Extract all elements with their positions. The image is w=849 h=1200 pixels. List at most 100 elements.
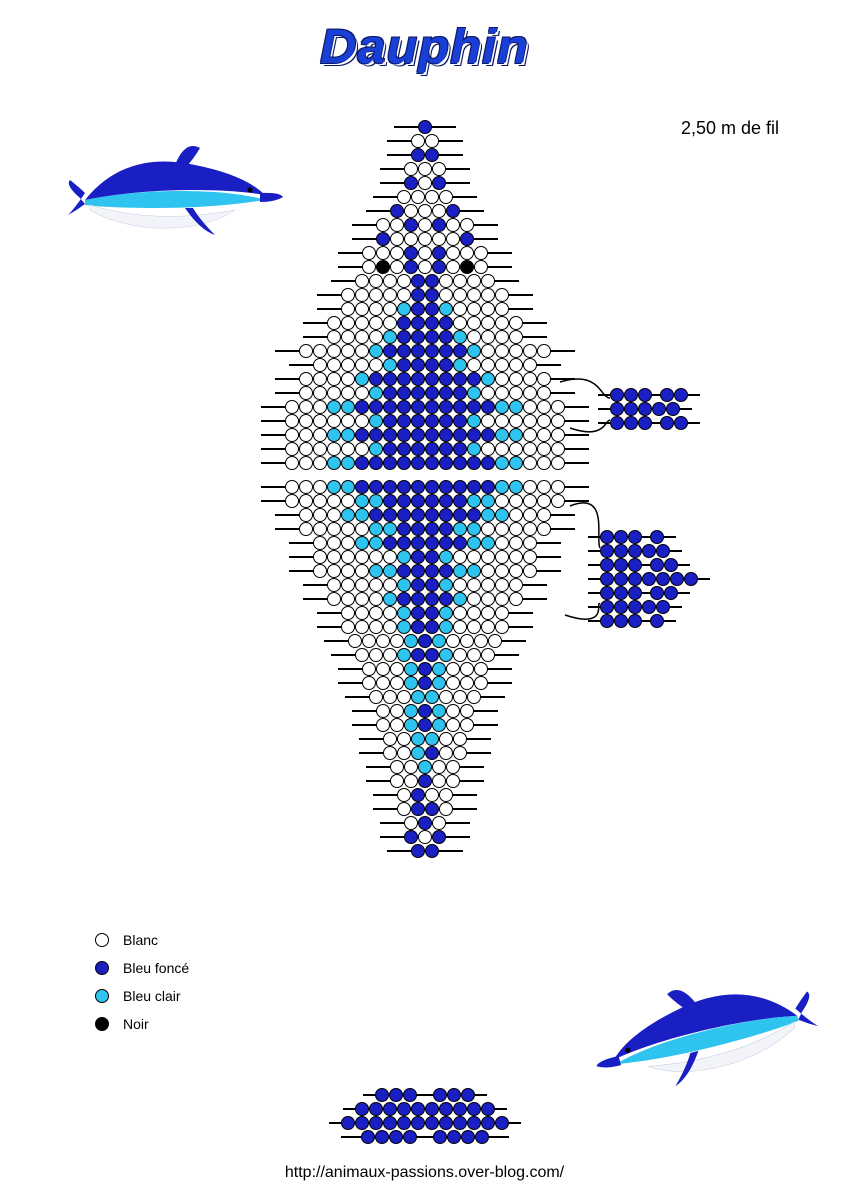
bead <box>523 358 537 372</box>
bead <box>411 564 425 578</box>
bead <box>397 494 411 508</box>
bead <box>341 522 355 536</box>
bead <box>299 428 313 442</box>
bead-row <box>285 400 565 414</box>
bead <box>397 746 411 760</box>
bead <box>432 634 446 648</box>
bead <box>411 400 425 414</box>
bead <box>383 592 397 606</box>
bead <box>411 358 425 372</box>
bead <box>467 456 481 470</box>
bead <box>313 564 327 578</box>
bead <box>341 620 355 634</box>
bead <box>397 592 411 606</box>
bead <box>537 442 551 456</box>
bead <box>610 416 624 430</box>
bead <box>376 218 390 232</box>
bead <box>411 746 425 760</box>
bead <box>638 388 652 402</box>
bead <box>439 788 453 802</box>
bead <box>439 522 453 536</box>
bead <box>390 260 404 274</box>
bead <box>495 620 509 634</box>
bead <box>614 586 628 600</box>
bead <box>369 316 383 330</box>
bead <box>369 386 383 400</box>
bead <box>383 1102 397 1116</box>
bead <box>537 494 551 508</box>
bead <box>418 760 432 774</box>
bead <box>411 648 425 662</box>
bead <box>425 578 439 592</box>
bead <box>467 302 481 316</box>
bead <box>446 760 460 774</box>
bead <box>600 572 614 586</box>
bead <box>624 402 638 416</box>
bead-row <box>383 732 467 746</box>
bead <box>628 586 642 600</box>
bead <box>453 522 467 536</box>
bead <box>467 274 481 288</box>
bead <box>411 620 425 634</box>
bead <box>453 428 467 442</box>
bead-row <box>299 508 551 522</box>
bead <box>523 400 537 414</box>
bead <box>313 494 327 508</box>
bead <box>495 386 509 400</box>
bead <box>495 1116 509 1130</box>
bead <box>418 120 432 134</box>
bead <box>285 428 299 442</box>
bead <box>495 494 509 508</box>
bead <box>355 386 369 400</box>
bead <box>453 1116 467 1130</box>
bead <box>537 414 551 428</box>
bead <box>481 288 495 302</box>
bead <box>341 414 355 428</box>
bead <box>481 606 495 620</box>
bead <box>481 592 495 606</box>
bead <box>418 634 432 648</box>
bead-chart-pectoral-fin <box>600 530 698 628</box>
bead <box>355 414 369 428</box>
bead <box>628 614 642 628</box>
bead <box>369 274 383 288</box>
bead <box>418 662 432 676</box>
bead <box>481 316 495 330</box>
bead <box>432 662 446 676</box>
bead <box>495 400 509 414</box>
bead <box>362 260 376 274</box>
bead <box>439 400 453 414</box>
bead <box>551 480 565 494</box>
bead <box>425 1102 439 1116</box>
bead <box>355 606 369 620</box>
bead <box>495 508 509 522</box>
bead <box>432 176 446 190</box>
bead <box>383 358 397 372</box>
bead <box>390 634 404 648</box>
bead <box>439 578 453 592</box>
bead <box>432 830 446 844</box>
bead <box>467 606 481 620</box>
bead <box>397 564 411 578</box>
bead <box>299 480 313 494</box>
bead <box>439 732 453 746</box>
bead <box>467 330 481 344</box>
bead <box>638 416 652 430</box>
bead <box>390 218 404 232</box>
bead <box>446 718 460 732</box>
bead <box>383 274 397 288</box>
bead <box>439 344 453 358</box>
bead <box>495 480 509 494</box>
bead <box>341 302 355 316</box>
bead <box>509 536 523 550</box>
bead <box>390 760 404 774</box>
source-url: http://animaux-passions.over-blog.com/ <box>0 1164 849 1182</box>
bead <box>509 494 523 508</box>
bead <box>299 386 313 400</box>
bead <box>376 718 390 732</box>
bead <box>509 400 523 414</box>
bead <box>355 522 369 536</box>
bead <box>397 428 411 442</box>
bead <box>439 428 453 442</box>
bead <box>600 558 614 572</box>
